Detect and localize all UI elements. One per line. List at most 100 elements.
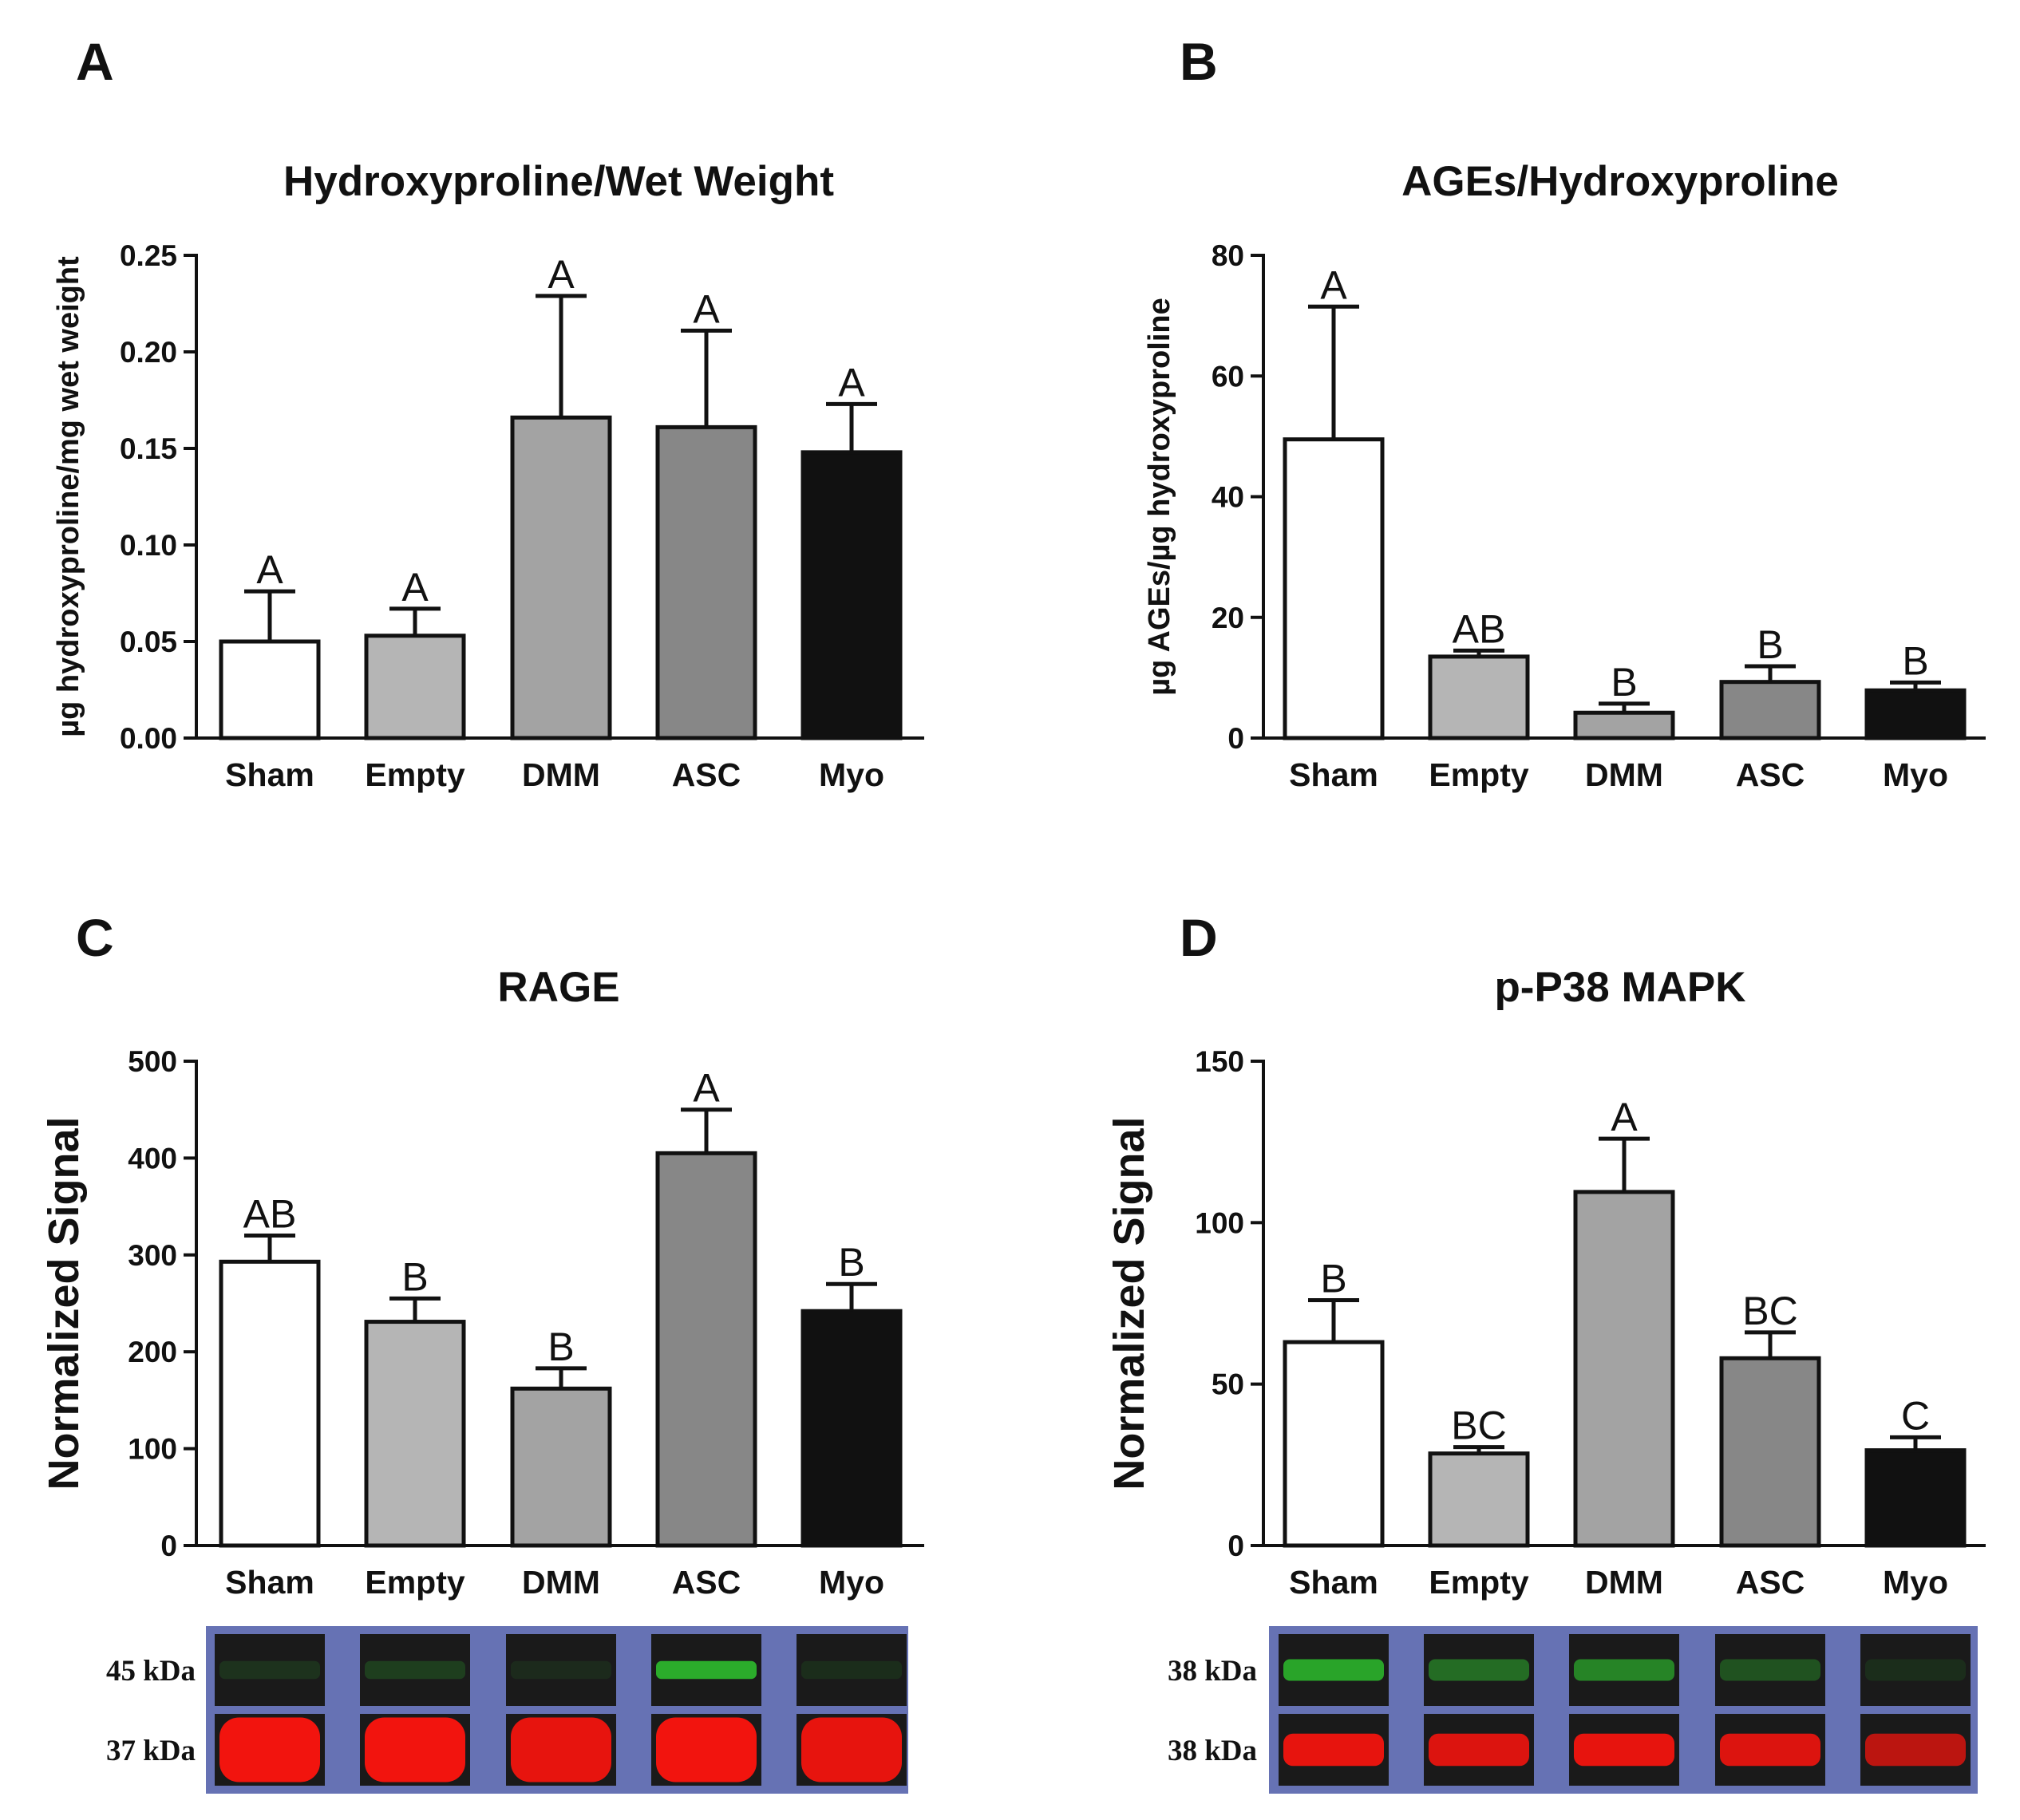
x-tick-label: Empty — [1429, 1564, 1529, 1601]
bar-asc — [655, 424, 757, 740]
bar-sham — [219, 639, 321, 740]
y-tick-label: 40 — [1212, 481, 1244, 514]
bar-empty — [364, 1320, 466, 1548]
significance-label: A — [547, 252, 575, 297]
x-tick-label: ASC — [1736, 1564, 1805, 1601]
blot-band — [1865, 1659, 1966, 1681]
bar-asc — [1719, 680, 1821, 740]
y-tick-label: 60 — [1212, 360, 1244, 393]
panel-a: A Hydroxyproline/Wet Weight µg hydroxyprol… — [52, 32, 924, 793]
blot-c: 45 kDa 37 kDa — [106, 1626, 908, 1794]
bar-sham — [1283, 1340, 1385, 1548]
x-tick-label: Sham — [1289, 1564, 1378, 1601]
bar-sham — [219, 1259, 321, 1548]
blot-band — [365, 1660, 465, 1680]
blot-d: 38 kDa 38 kDa — [1168, 1626, 1978, 1794]
x-tick-label: ASC — [672, 756, 741, 793]
panel-letter: D — [1180, 908, 1218, 967]
blot-lane — [797, 1634, 907, 1706]
x-tick-label: Myo — [1883, 756, 1948, 793]
blot-lane — [1860, 1634, 1971, 1706]
chart-title: Hydroxyproline/Wet Weight — [283, 158, 834, 205]
bar-empty — [1428, 1451, 1530, 1548]
x-tick-label: DMM — [1585, 756, 1663, 793]
bar-empty — [364, 634, 466, 740]
x-tick-label: Empty — [365, 756, 465, 793]
significance-label: C — [1901, 1393, 1930, 1438]
blot-band — [1574, 1733, 1674, 1767]
significance-label: AB — [1453, 606, 1506, 651]
x-tick-label: ASC — [1736, 756, 1805, 793]
significance-label: B — [838, 1240, 864, 1285]
y-tick-label: 100 — [128, 1433, 177, 1466]
significance-label: B — [1320, 1256, 1346, 1301]
bar-myo — [800, 1309, 903, 1548]
x-tick-label: DMM — [522, 756, 600, 793]
blot-band — [511, 1660, 611, 1680]
significance-label: B — [1757, 622, 1783, 667]
blot-band — [656, 1717, 757, 1782]
x-tick-label: Sham — [225, 1564, 314, 1601]
significance-label: BC — [1451, 1403, 1506, 1448]
significance-label: A — [838, 360, 865, 405]
y-tick-label: 0.05 — [120, 626, 177, 658]
bar-myo — [1864, 1448, 1967, 1548]
blot-band — [1865, 1733, 1966, 1767]
y-tick-label: 200 — [128, 1336, 177, 1368]
blot-band — [511, 1717, 611, 1782]
y-tick-label: 0 — [1227, 722, 1244, 755]
blot-lane — [215, 1634, 325, 1706]
blot-band — [1429, 1659, 1529, 1681]
blot-band — [656, 1660, 757, 1680]
y-tick-label: 100 — [1195, 1206, 1244, 1239]
significance-label: B — [547, 1325, 574, 1369]
blot-band — [219, 1660, 320, 1680]
blot-band — [1720, 1733, 1820, 1767]
x-tick-label: Sham — [1289, 756, 1378, 793]
y-tick-label: 400 — [128, 1142, 177, 1175]
panel-b: B AGEs/Hydroxyproline µg AGEs/µg hydroxypr… — [1143, 32, 1986, 793]
x-tick-label: DMM — [1585, 1564, 1663, 1601]
blot-band — [1720, 1659, 1820, 1681]
y-axis-label: Normalized Signal — [1105, 1116, 1153, 1490]
bar-myo — [1864, 688, 1967, 740]
significance-label: A — [1611, 1095, 1638, 1139]
y-tick-label: 20 — [1212, 602, 1244, 634]
y-tick-label: 50 — [1212, 1368, 1244, 1401]
blot-band — [219, 1717, 320, 1782]
panel-letter: C — [76, 908, 114, 967]
x-tick-label: Myo — [819, 756, 884, 793]
blot-size-label: 38 kDa — [1168, 1655, 1257, 1688]
blot-size-label: 38 kDa — [1168, 1735, 1257, 1767]
chart-title: p-P38 MAPK — [1494, 964, 1745, 1011]
panel-letter: B — [1180, 32, 1218, 91]
x-tick-label: Sham — [225, 756, 314, 793]
y-axis-label: µg hydroxyproline/mg wet weight — [52, 256, 85, 737]
y-tick-label: 0.15 — [120, 432, 177, 465]
blot-band — [1429, 1733, 1529, 1767]
significance-label: AB — [243, 1192, 297, 1237]
y-tick-label: 0.25 — [120, 239, 177, 272]
bar-sham — [1283, 437, 1385, 740]
significance-label: B — [1902, 638, 1928, 683]
significance-label: A — [256, 547, 283, 592]
y-tick-label: 300 — [128, 1239, 177, 1272]
bar-asc — [655, 1151, 757, 1548]
bar-dmm — [1573, 710, 1675, 740]
y-tick-label: 0 — [1227, 1530, 1244, 1562]
blot-lane — [360, 1634, 470, 1706]
x-tick-label: DMM — [522, 1564, 600, 1601]
bar-empty — [1428, 654, 1530, 740]
significance-label: A — [401, 565, 429, 610]
y-tick-label: 150 — [1195, 1045, 1244, 1078]
significance-label: A — [1320, 263, 1347, 307]
x-tick-label: Myo — [819, 1564, 884, 1601]
bar-dmm — [510, 1386, 612, 1548]
y-axis-label: Normalized Signal — [40, 1116, 88, 1490]
chart-title: AGEs/Hydroxyproline — [1401, 158, 1839, 205]
blot-size-label: 45 kDa — [106, 1655, 196, 1688]
blot-band — [1283, 1733, 1384, 1767]
panel-d: Dp-P38 MAPK Normalized Signal 0 50 100 150 B Sh… — [1105, 908, 1986, 1601]
